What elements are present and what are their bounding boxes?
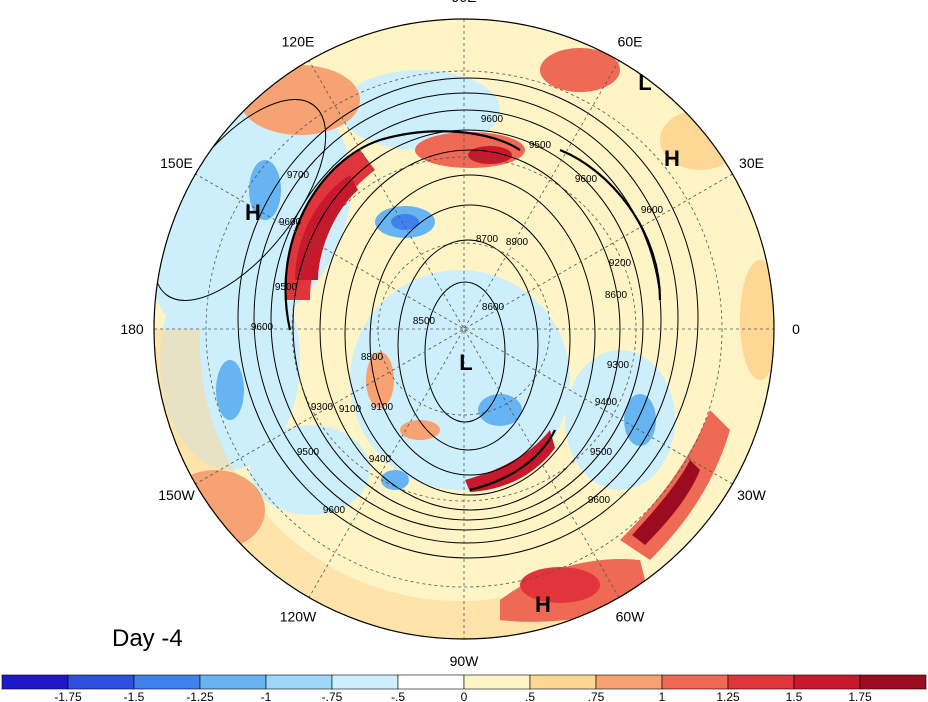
colorbar-tick: -1.5 xyxy=(124,690,145,702)
colorbar-tick: 1 xyxy=(659,690,666,702)
jet-contours xyxy=(284,130,662,492)
anomaly-shading xyxy=(154,19,774,639)
contour-label: 9500 xyxy=(297,447,320,458)
contour-label: 9600 xyxy=(641,205,664,216)
contour-label: 9400 xyxy=(369,454,392,465)
colorbar-swatch xyxy=(133,674,201,690)
contour-label: 8800 xyxy=(361,352,384,363)
contour-label: 9500 xyxy=(275,282,298,293)
lon-label: 180 xyxy=(120,321,144,337)
contour-label: 9600 xyxy=(251,322,274,333)
contour-label: 9500 xyxy=(590,447,613,458)
colorbar-tick: 1.5 xyxy=(786,690,803,702)
pressure-centers: L H H L H xyxy=(245,70,680,617)
colorbar-swatch xyxy=(67,674,135,690)
colorbar: -1.75 -1.5 -1.25 -1 -.75 -.5 0 .5 .75 1 1.25 1.5 1.7… xyxy=(1,674,927,702)
contour-label: 8500 xyxy=(413,316,436,327)
contour-label: 9600 xyxy=(575,174,598,185)
colorbar-tick: -1.25 xyxy=(186,690,214,702)
lon-label: 30E xyxy=(739,155,764,171)
low-pressure-label: L xyxy=(638,70,651,95)
colorbar-swatch xyxy=(793,674,861,690)
lon-label: 150E xyxy=(160,155,193,171)
contour-label: 9600 xyxy=(481,114,504,125)
contour-label: 9300 xyxy=(607,360,630,371)
contour-label: 9500 xyxy=(529,140,552,151)
colorbar-swatch xyxy=(397,674,465,690)
colorbar-swatch xyxy=(331,674,399,690)
high-pressure-label: H xyxy=(245,200,261,225)
colorbar-tick: -.75 xyxy=(322,690,343,702)
contour-label: 9300 xyxy=(311,402,334,413)
high-pressure-label: H xyxy=(535,592,551,617)
colorbar-tick: -1 xyxy=(261,690,272,702)
height-contours xyxy=(154,77,699,559)
contour-label: 9600 xyxy=(588,495,611,506)
colorbar-swatch xyxy=(1,674,69,690)
colorbar-swatch xyxy=(265,674,333,690)
lon-label: 60E xyxy=(618,34,643,50)
colorbar-swatch xyxy=(859,674,927,690)
contour-label: 9100 xyxy=(339,404,362,415)
contour-label: 9400 xyxy=(595,397,618,408)
colorbar-swatch xyxy=(727,674,795,690)
colorbar-tick: -.5 xyxy=(391,690,405,702)
contour-label: 8600 xyxy=(482,302,505,313)
contour-label: 8900 xyxy=(506,237,529,248)
map-border xyxy=(153,18,775,640)
contour-label: 9100 xyxy=(371,402,394,413)
contour-label: 8600 xyxy=(605,290,628,301)
contour-labels: 9600 9500 9600 9700 9600 9500 9600 8700 8900 8600… xyxy=(251,114,664,516)
colorbar-swatch xyxy=(595,674,663,690)
colorbar-tick: .5 xyxy=(525,690,535,702)
colorbar-swatch xyxy=(199,674,267,690)
lon-label: 90W xyxy=(450,653,480,669)
contour-label: 9200 xyxy=(609,258,632,269)
colorbar-swatch xyxy=(661,674,729,690)
colorbar-swatch xyxy=(529,674,597,690)
lon-label: 120W xyxy=(280,609,317,625)
contour-label: 9600 xyxy=(323,505,346,516)
lon-label: 90E xyxy=(452,0,477,5)
colorbar-tick: 1.75 xyxy=(848,690,872,702)
day-title: Day -4 xyxy=(112,625,183,652)
longitude-labels: 90E 60E 30E 0 30W 60W 90W 120W 150W 180 150E 120E xyxy=(120,0,800,669)
lon-label: 30W xyxy=(737,487,767,503)
colorbar-tick: .75 xyxy=(588,690,605,702)
lon-label: 150W xyxy=(158,487,195,503)
lon-label: 60W xyxy=(616,609,646,625)
contour-label: 9600 xyxy=(279,217,302,228)
high-pressure-label: H xyxy=(664,146,680,171)
colorbar-tick: 1.25 xyxy=(716,690,740,702)
graticule xyxy=(154,19,774,639)
colorbar-tick: -1.75 xyxy=(54,690,82,702)
colorbar-tick: 0 xyxy=(461,690,468,702)
low-pressure-label: L xyxy=(459,350,472,375)
contour-label: 8700 xyxy=(476,234,499,245)
lon-label: 120E xyxy=(282,34,315,50)
colorbar-swatch xyxy=(463,674,531,690)
contour-label: 9700 xyxy=(287,170,310,181)
lon-label: 0 xyxy=(792,321,800,337)
